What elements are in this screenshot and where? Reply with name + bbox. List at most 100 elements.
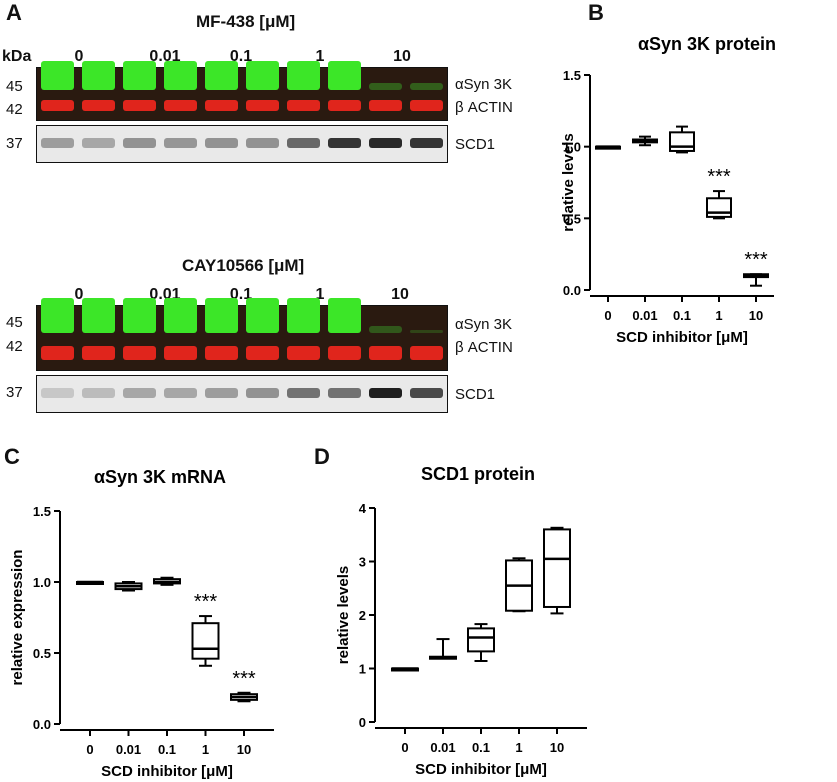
- scd1-band: [328, 138, 361, 148]
- asyn-band: [287, 298, 320, 333]
- y-tick-label: 0: [359, 715, 366, 730]
- scd1-band: [205, 138, 238, 148]
- scd1-band: [246, 138, 279, 148]
- panel-label-b: B: [588, 0, 604, 25]
- actin-band: [369, 100, 402, 111]
- box: [543, 528, 571, 608]
- chart-title: αSyn 3K mRNA: [94, 467, 226, 487]
- actin-band: [328, 346, 361, 360]
- x-tick-label: 0.1: [158, 742, 176, 757]
- chart-c-asyn-mrna: αSyn 3K mRNA 0.0 0.5 1.0 1.5 0 0.01 0.1 1 10 *** **…: [9, 467, 274, 780]
- x-tick-label: 0.1: [673, 308, 691, 323]
- significance-marker: ***: [707, 166, 731, 188]
- y-tick-label: 0.0: [33, 717, 51, 732]
- blot1-band-scd1: SCD1: [455, 136, 496, 153]
- significance-marker: ***: [194, 591, 218, 613]
- blot2-kda-45: 45: [6, 314, 23, 331]
- scd1-band: [287, 388, 320, 398]
- x-axis-label: SCD inhibitor [μM]: [415, 761, 547, 778]
- x-tick-label: 0: [604, 308, 611, 323]
- y-axis-label: relative levels: [560, 133, 577, 231]
- scd1-band: [287, 138, 320, 148]
- asyn-band: [328, 61, 361, 90]
- blot1-dose-1: 0.01: [149, 48, 181, 65]
- actin-band: [246, 100, 279, 111]
- actin-band: [41, 100, 74, 111]
- blot1-scd1-image: [36, 125, 448, 163]
- actin-band: [164, 346, 197, 360]
- blot1-dose-0: 0: [74, 48, 84, 65]
- actin-band: [123, 346, 156, 360]
- asyn-band: [410, 83, 443, 90]
- x-tick-label: 1: [202, 742, 209, 757]
- asyn-band: [164, 61, 197, 90]
- asyn-band: [246, 298, 279, 333]
- x-tick-label: 10: [550, 740, 564, 755]
- blot1-dose-3: 1: [315, 48, 325, 65]
- actin-band: [410, 100, 443, 111]
- asyn-band: [205, 61, 238, 90]
- significance-marker: ***: [744, 249, 768, 271]
- asyn-band: [369, 326, 402, 333]
- x-axis-label: SCD inhibitor [μM]: [616, 329, 748, 346]
- x-tick-label: 1: [515, 740, 522, 755]
- y-tick-label: 1.5: [563, 68, 581, 83]
- panel-label-d: D: [314, 444, 330, 469]
- blot2-dose-3: 1: [315, 286, 325, 303]
- blot2-title: CAY10566 [μM]: [182, 256, 305, 275]
- blot2-band-actin: β ACTIN: [455, 339, 513, 356]
- asyn-band: [287, 61, 320, 90]
- blot2-kda-42: 42: [6, 338, 23, 355]
- x-tick-label: 0.01: [116, 742, 141, 757]
- x-tick-label: 0: [86, 742, 93, 757]
- blot1-band-actin: β ACTIN: [455, 99, 513, 116]
- blot1-title: MF-438 [μM]: [196, 12, 296, 31]
- asyn-band: [82, 61, 115, 90]
- x-tick-label: 0.01: [632, 308, 657, 323]
- scd1-band: [246, 388, 279, 398]
- y-axis-label: relative levels: [335, 566, 352, 664]
- blot1-band-asyn: αSyn 3K: [455, 76, 513, 93]
- y-tick-label: 2: [359, 608, 366, 623]
- asyn-band: [205, 298, 238, 333]
- y-tick-label: 0.5: [563, 211, 581, 226]
- x-tick-label: 0.01: [430, 740, 455, 755]
- x-tick-label: 10: [237, 742, 251, 757]
- y-tick-label: 3: [359, 555, 366, 570]
- chart-b-asyn-protein: αSyn 3K protein 0.0 0.5 1.0 1.5 0 0.01 0.1 1 10 **…: [560, 34, 776, 346]
- scd1-band: [164, 138, 197, 148]
- asyn-band: [369, 83, 402, 90]
- scd1-band: [410, 388, 443, 398]
- blot1-color-image: [36, 61, 448, 121]
- actin-band: [369, 346, 402, 360]
- blot2-dose-4: 10: [391, 286, 409, 303]
- scd1-band: [82, 388, 115, 398]
- chart-title: SCD1 protein: [421, 464, 535, 484]
- y-tick-label: 0.0: [563, 283, 581, 298]
- blot2-scd1-image: [36, 375, 448, 413]
- blot1-kda-42: 42: [6, 101, 23, 118]
- asyn-band: [164, 298, 197, 333]
- box: [467, 627, 495, 653]
- actin-band: [41, 346, 74, 360]
- blot2-dose-0: 0: [74, 286, 84, 303]
- box: [191, 622, 220, 660]
- x-tick-label: 0: [401, 740, 408, 755]
- scd1-band: [123, 138, 156, 148]
- asyn-band: [410, 330, 443, 333]
- scd1-band: [123, 388, 156, 398]
- asyn-band: [41, 61, 74, 90]
- significance-marker: ***: [232, 668, 256, 690]
- x-axis-label: SCD inhibitor [μM]: [101, 763, 233, 780]
- scd1-band: [369, 138, 402, 148]
- x-tick-label: 0.1: [472, 740, 490, 755]
- actin-band: [82, 346, 115, 360]
- actin-band: [164, 100, 197, 111]
- box: [706, 197, 732, 218]
- blot1-dose-2: 0.1: [229, 48, 253, 65]
- y-tick-label: 1.0: [563, 140, 581, 155]
- scd1-band: [205, 388, 238, 398]
- blot2-band-asyn: αSyn 3K: [455, 316, 513, 333]
- asyn-band: [246, 61, 279, 90]
